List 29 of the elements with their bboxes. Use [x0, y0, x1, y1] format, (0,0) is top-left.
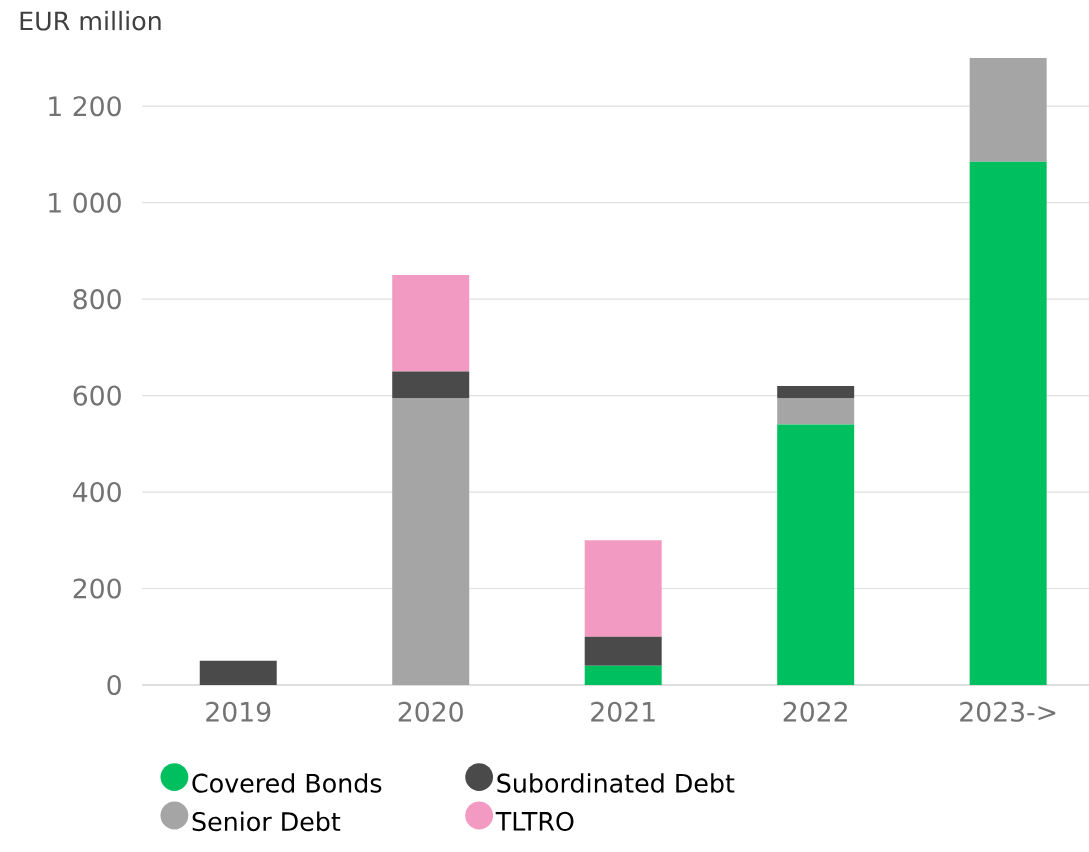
y-tick-label: 800 [73, 289, 121, 310]
x-tick-label: 2020 [398, 701, 463, 722]
bar [584, 540, 662, 637]
bar [777, 424, 855, 685]
y-tick-label: 1 200 [49, 96, 121, 117]
bar [777, 385, 855, 399]
y-tick-label: 0 [107, 674, 121, 696]
x-tick-label: 2023-> [960, 701, 1056, 722]
y-tick-label: 1 000 [49, 192, 121, 213]
bar [199, 660, 277, 685]
y-tick-label: 200 [73, 578, 121, 599]
bar [777, 398, 855, 425]
bar [584, 665, 662, 685]
bar [969, 161, 1047, 685]
y-axis-title: EUR million [20, 10, 161, 31]
legend-label: Subordinated Debt [497, 773, 735, 793]
bar [584, 636, 662, 666]
legend-label: Senior Debt [192, 811, 341, 832]
bar [392, 275, 470, 372]
bar [969, 57, 1047, 162]
bar [392, 398, 470, 685]
y-tick-label: 400 [73, 481, 121, 503]
legend-label: TLTRO [495, 811, 574, 831]
y-tick-label: 600 [73, 385, 121, 406]
bar [392, 371, 470, 399]
x-tick-label: 2021 [591, 701, 655, 722]
legend-label: Covered Bonds [192, 773, 382, 793]
x-tick-label: 2022 [783, 701, 847, 722]
x-tick-label: 2019 [206, 701, 271, 722]
